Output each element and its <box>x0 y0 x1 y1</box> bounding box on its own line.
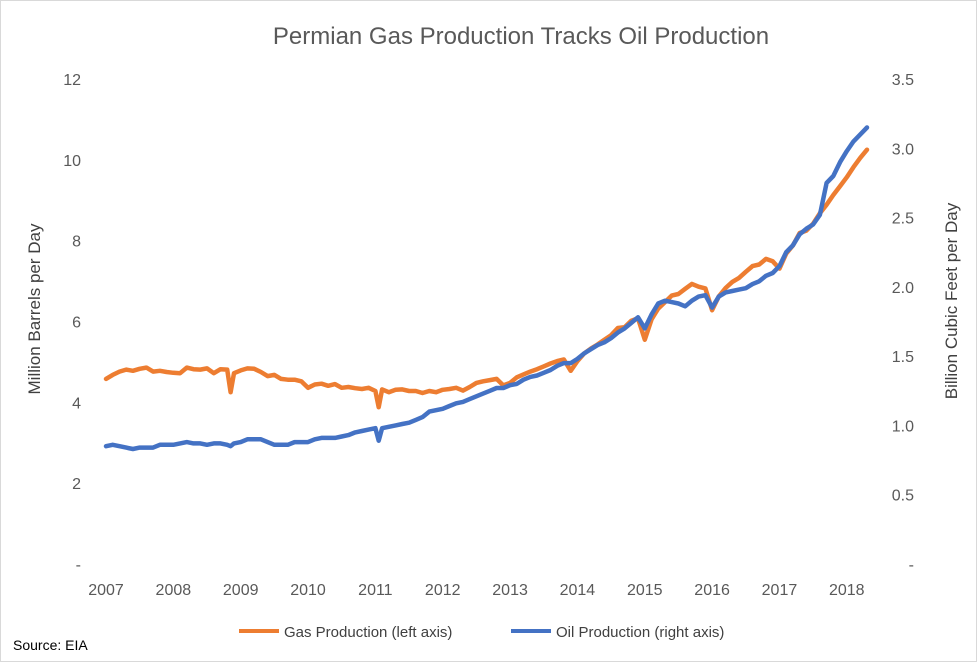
y-right-tick-label: 1.5 <box>892 349 914 366</box>
x-tick-label: 2014 <box>560 582 596 599</box>
gas-production-line <box>103 147 870 410</box>
x-tick-label: 2012 <box>425 582 461 599</box>
y-left-tick-label: 6 <box>72 315 81 332</box>
y-right-ticks: - 0.5 1.0 1.5 2.0 2.5 3.0 3.5 <box>892 72 914 574</box>
y-left-tick-label: 8 <box>72 234 81 251</box>
x-tick-label: 2008 <box>156 582 192 599</box>
oil-production-line <box>103 125 870 452</box>
x-tick-label: 2015 <box>627 582 663 599</box>
legend-label-oil: Oil Production (right axis) <box>556 624 724 641</box>
x-tick-label: 2018 <box>829 582 865 599</box>
chart-title: Permian Gas Production Tracks Oil Produc… <box>273 23 769 50</box>
series-lines <box>103 125 870 452</box>
y-left-tick-label: 10 <box>63 153 81 170</box>
x-tick-label: 2017 <box>762 582 798 599</box>
x-tick-label: 2010 <box>290 582 326 599</box>
x-tick-label: 2009 <box>223 582 259 599</box>
y-left-tick-label: 12 <box>63 72 81 89</box>
y-right-tick-label: - <box>909 557 914 574</box>
x-tick-label: 2011 <box>358 582 393 599</box>
y-left-axis-title: Million Barrels per Day <box>25 223 44 394</box>
y-right-tick-label: 2.0 <box>892 280 914 297</box>
y-right-tick-label: 3.5 <box>892 72 914 89</box>
legend-label-gas: Gas Production (left axis) <box>284 624 452 641</box>
y-right-tick-label: 0.5 <box>892 488 914 505</box>
x-tick-label: 2016 <box>694 582 730 599</box>
legend: Gas Production (left axis) Oil Productio… <box>239 624 724 641</box>
y-left-tick-label: 2 <box>72 476 81 493</box>
y-right-tick-label: 1.0 <box>892 418 914 435</box>
y-right-tick-label: 3.0 <box>892 141 914 158</box>
x-tick-label: 2007 <box>88 582 124 599</box>
source-note: Source: EIA <box>13 637 88 653</box>
y-right-axis-title: Billion Cubic Feet per Day <box>942 202 961 399</box>
y-left-ticks: - 2 4 6 8 10 12 <box>63 72 81 574</box>
x-ticks: 2007 2008 2009 2010 2011 2012 2013 2014 2015 2016… <box>88 582 864 599</box>
x-tick-label: 2013 <box>492 582 528 599</box>
y-left-tick-label: - <box>76 557 81 574</box>
y-left-tick-label: 4 <box>72 395 81 412</box>
y-right-tick-label: 2.5 <box>892 211 914 228</box>
